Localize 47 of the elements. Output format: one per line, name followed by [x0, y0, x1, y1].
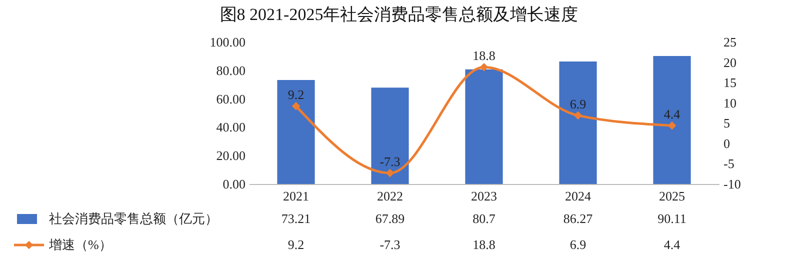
x-tick-label: 2025: [659, 188, 685, 204]
bar: [465, 69, 503, 184]
data-label: 9.2: [288, 237, 304, 252]
y2-tick-label: -5: [724, 156, 734, 172]
legend-label: 社会消费品零售总额（亿元）: [49, 211, 218, 226]
text: 9.2: [288, 87, 304, 102]
y2-tick-label: 20: [724, 54, 736, 70]
data-label: 4.4: [664, 237, 681, 252]
text: 18.8: [472, 48, 496, 64]
y-tick-label: 100.00: [210, 34, 246, 50]
text: 6.9: [570, 96, 586, 112]
point: [480, 62, 488, 72]
data-label: -7.3: [380, 237, 400, 252]
point: [668, 121, 676, 130]
chart-title: 图8 2021-2025年社会消费品零售总额及增长速度: [220, 5, 578, 24]
data-label: 80.7: [472, 211, 496, 226]
y2-tick-label: 25: [724, 34, 736, 50]
bar: [371, 88, 409, 184]
y2-tick-label: 15: [724, 75, 736, 90]
point: [386, 168, 394, 178]
y2-tick-label: -10: [724, 176, 741, 192]
y-tick-label: 0.00: [222, 176, 246, 192]
data-label: 73.21: [281, 211, 311, 226]
y-tick-label: 20.00: [216, 148, 246, 164]
x-tick-label: 2021: [283, 188, 309, 204]
x-tick-label: 2023: [471, 188, 497, 204]
legend-label: 增速（%）: [48, 237, 112, 252]
bar: [653, 56, 691, 184]
text: 4.4: [664, 106, 680, 122]
y-tick-label: 40.00: [216, 120, 246, 135]
data-label: 6.9: [570, 237, 586, 252]
y-tick-label: 80.00: [216, 62, 246, 78]
y-tick-label: 60.00: [216, 91, 246, 106]
bar: [277, 80, 315, 184]
bar: [559, 61, 597, 184]
data-label: 67.89: [375, 211, 405, 226]
y2-tick-label: 0: [724, 136, 730, 151]
point: [292, 102, 300, 110]
data-label: 90.11: [658, 211, 686, 226]
data-label: 86.27: [563, 211, 594, 226]
x-tick-label: 2024: [565, 188, 592, 204]
point: [574, 111, 582, 120]
text: -7.3: [380, 154, 400, 170]
data-label: 18.8: [472, 237, 496, 252]
x-tick-label: 2022: [377, 188, 403, 204]
y2-tick-label: 10: [724, 95, 736, 110]
y2-tick-label: 5: [724, 116, 730, 131]
